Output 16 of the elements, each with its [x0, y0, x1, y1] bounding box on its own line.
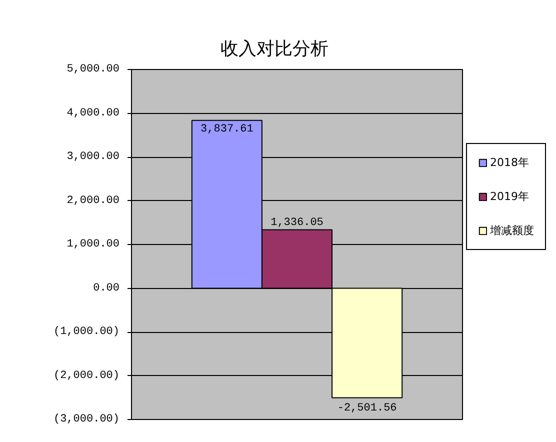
data-label: 3,837.61 — [200, 123, 254, 136]
data-label: -2,501.56 — [337, 402, 397, 415]
legend-label: 2018年 — [490, 155, 529, 170]
y-tick-label: 5,000.00 — [66, 64, 120, 76]
y-tick-label: (2,000.00) — [53, 370, 120, 382]
data-label: 1,336.05 — [270, 216, 324, 229]
legend-label: 增减额度 — [490, 223, 534, 238]
chart-title: 收入对比分析 — [220, 38, 328, 60]
y-tick-label: 4,000.00 — [66, 107, 120, 120]
y-tick-label: 2,000.00 — [66, 194, 120, 207]
legend-label: 2019年 — [490, 189, 529, 204]
y-tick-label: (1,000.00) — [53, 326, 120, 338]
y-tick-label: 0.00 — [93, 282, 120, 294]
y-tick-label: (3,000.00) — [53, 414, 120, 426]
y-tick-label: 3,000.00 — [66, 151, 120, 163]
y-tick-label: 1,000.00 — [66, 238, 120, 250]
